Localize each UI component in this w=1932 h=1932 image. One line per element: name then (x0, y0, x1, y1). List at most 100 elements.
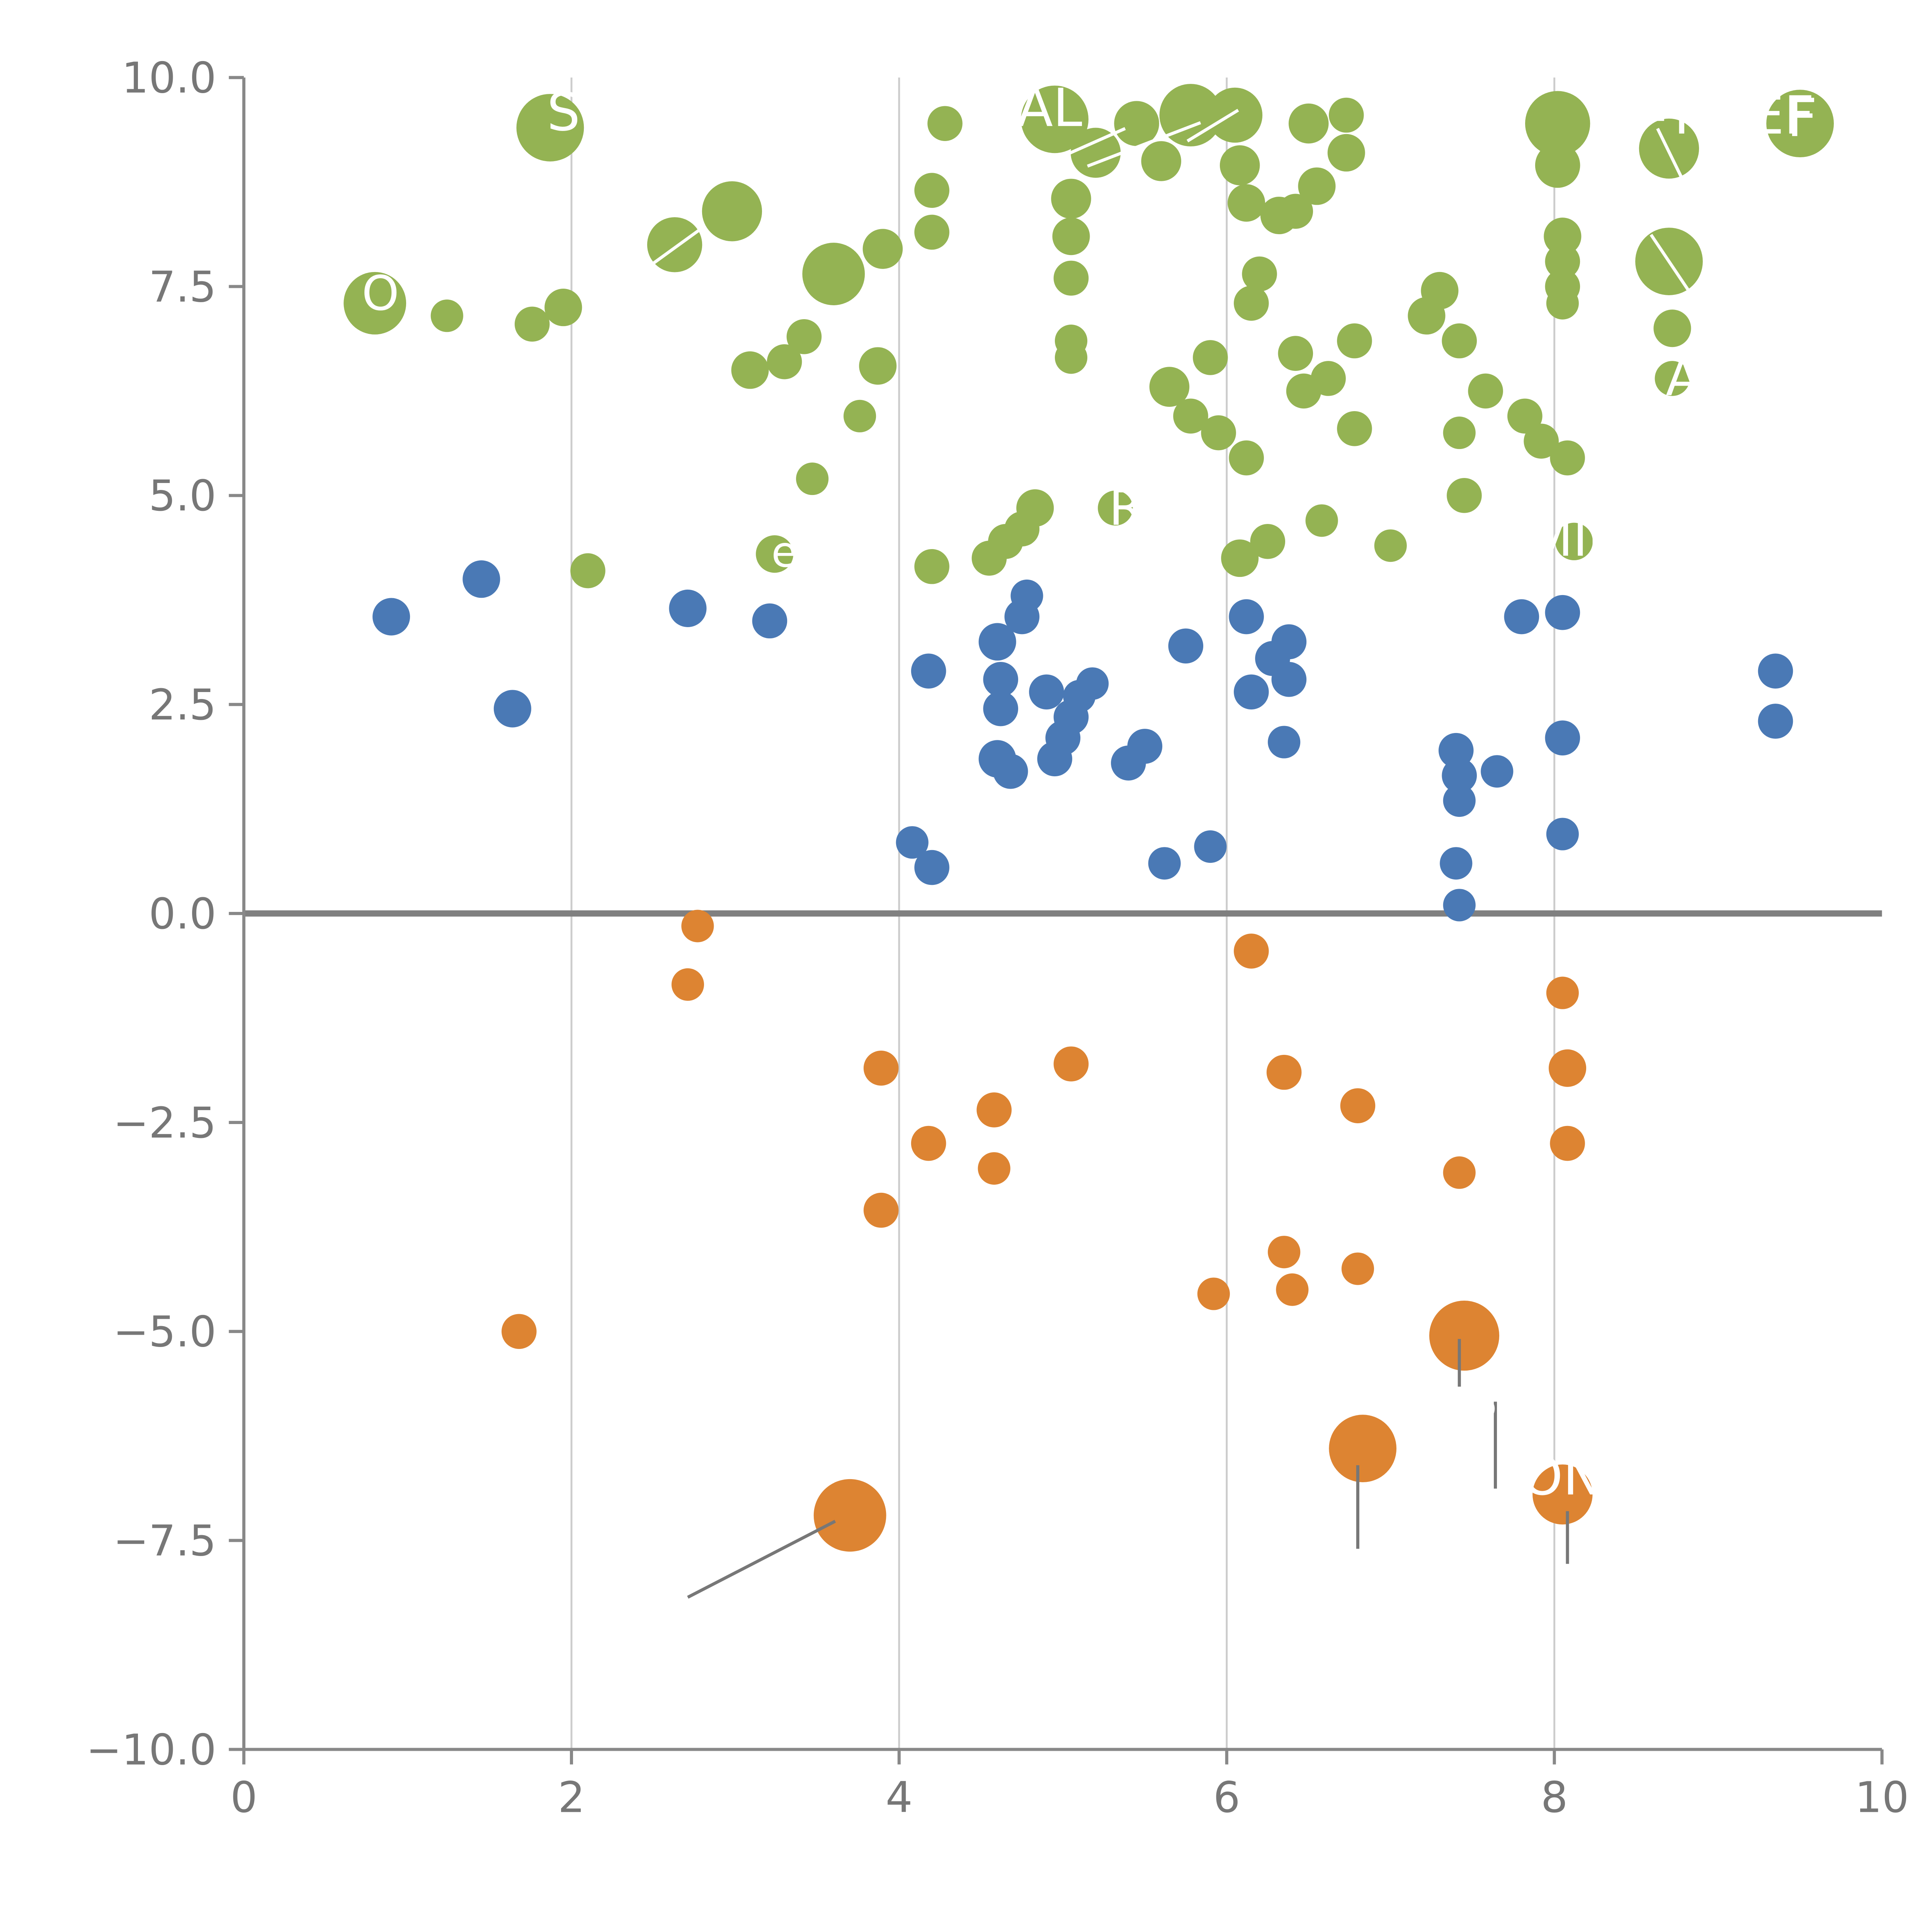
data-point-green (1653, 310, 1691, 347)
data-point-green (1149, 367, 1190, 407)
data-point-orange (1329, 1415, 1397, 1483)
data-point-green (1337, 323, 1372, 359)
data-point-orange (1276, 1273, 1309, 1306)
data-point-green (344, 272, 406, 335)
x-tick-label: 8 (1541, 1772, 1568, 1822)
data-point-green (1311, 361, 1346, 396)
data-point-green (1141, 141, 1181, 181)
data-point-orange (1341, 1252, 1374, 1285)
data-point-blue (1758, 653, 1793, 689)
data-point-blue (1076, 667, 1109, 700)
data-point-blue (1229, 599, 1264, 634)
data-point-blue (1268, 726, 1301, 759)
data-point-blue (493, 690, 531, 728)
data-point-blue (993, 753, 1028, 789)
data-point-blue (1148, 847, 1181, 880)
data-point-green (1219, 145, 1260, 185)
data-point-orange (976, 1092, 1012, 1128)
data-point-green (1229, 440, 1264, 476)
data-point-green (1535, 143, 1580, 188)
data-point-green (1053, 260, 1089, 296)
point-label: R (1674, 85, 1710, 146)
data-point-green (1173, 398, 1208, 434)
data-point-blue (1504, 599, 1539, 634)
leader-line-white (649, 227, 702, 267)
data-point-orange (1266, 1054, 1302, 1090)
point-label: ONG (1522, 1446, 1643, 1507)
leader-line-white (1650, 234, 1690, 292)
data-point-green (1221, 539, 1259, 577)
x-tick-label: 4 (886, 1772, 913, 1822)
data-point-green (1021, 85, 1088, 153)
data-point-orange (1429, 1300, 1500, 1371)
data-point-blue (1546, 818, 1579, 850)
data-point-orange (1532, 1464, 1593, 1525)
data-point-green (544, 289, 582, 327)
data-point-orange (863, 1051, 899, 1086)
data-point-green (1234, 286, 1269, 321)
y-tick-label: 2.5 (149, 680, 216, 730)
data-point-green (1193, 340, 1228, 375)
data-point-green (647, 217, 702, 272)
data-point-blue (669, 589, 707, 627)
data-point-green (914, 173, 949, 208)
data-point-orange (1268, 1236, 1301, 1269)
data-point-green (1447, 478, 1482, 513)
data-point-green (1242, 256, 1277, 292)
y-tick-label: 0.0 (149, 889, 216, 939)
data-point-blue (896, 826, 929, 859)
point-label: AL (1017, 78, 1082, 139)
data-point-blue (983, 662, 1019, 697)
data-point-green (1250, 524, 1286, 559)
point-label: SK (1464, 1371, 1533, 1432)
data-point-green (844, 400, 876, 432)
data-point-green (1327, 134, 1365, 172)
data-point-orange (671, 968, 704, 1001)
data-point-green (1278, 194, 1313, 229)
data-point-blue (752, 603, 787, 639)
data-point-green (1207, 87, 1263, 143)
data-point-green (514, 306, 550, 342)
data-point-green (1443, 417, 1476, 449)
data-point-orange (813, 1479, 886, 1552)
y-tick-label: 5.0 (149, 471, 216, 520)
data-point-green (756, 535, 794, 573)
data-point-blue (1234, 674, 1269, 710)
data-point-blue (1010, 579, 1043, 612)
data-point-orange (1443, 1156, 1476, 1189)
data-point-orange (911, 1126, 946, 1161)
data-point-blue (372, 598, 410, 636)
data-point-orange (863, 1192, 899, 1228)
data-point-blue (1442, 758, 1477, 793)
data-point-orange (1546, 976, 1579, 1009)
data-point-blue (1758, 704, 1793, 739)
data-point-green (1098, 490, 1133, 526)
data-point-green (1555, 522, 1593, 560)
point-label: F (1787, 88, 1817, 149)
data-point-green (516, 94, 584, 162)
data-point-green (1421, 272, 1459, 310)
data-point-green (1278, 336, 1313, 371)
point-label: MIK (1530, 509, 1622, 568)
data-point-green (1374, 529, 1407, 562)
data-point-green (1545, 244, 1580, 279)
data-point-blue (1545, 595, 1580, 630)
data-point-green (1507, 398, 1543, 434)
data-point-green (1051, 179, 1091, 219)
data-point-orange (1197, 1277, 1230, 1310)
data-point-green (1546, 287, 1579, 320)
data-point-green (1655, 361, 1690, 396)
y-tick-label: −2.5 (113, 1098, 216, 1148)
point-label: O (362, 266, 399, 321)
point-label: A (1666, 349, 1700, 407)
x-tick-label: 0 (230, 1772, 257, 1822)
leader-line-white (1656, 128, 1684, 180)
data-point-green (859, 347, 897, 385)
data-point-green (1201, 415, 1236, 451)
data-point-orange (1550, 1126, 1585, 1161)
data-point-blue (1168, 628, 1204, 664)
data-point-green (1016, 489, 1054, 527)
data-point-blue (1271, 662, 1307, 697)
data-point-green (914, 214, 949, 250)
